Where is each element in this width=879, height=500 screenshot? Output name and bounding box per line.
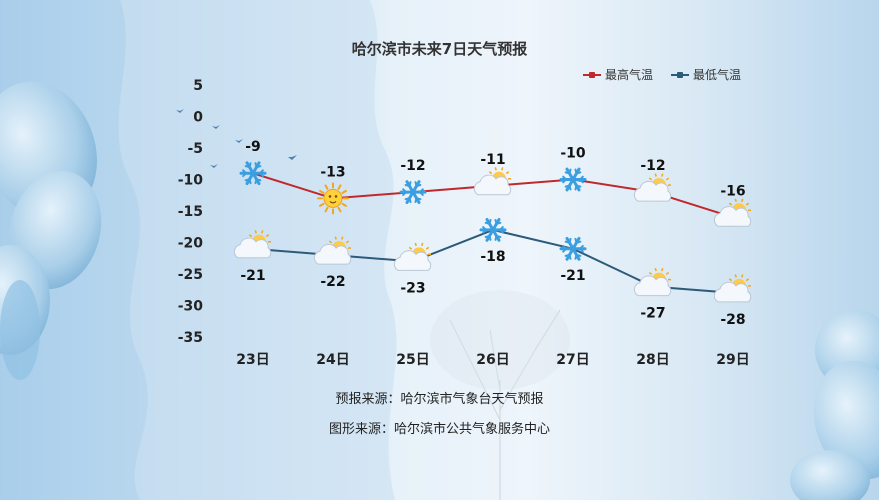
- y-tick-label: -35: [178, 330, 203, 346]
- snow-icon: [239, 161, 267, 186]
- y-tick-label: -30: [178, 299, 204, 315]
- low-temp-label: -27: [640, 306, 665, 322]
- low-temp-label: -21: [240, 268, 265, 284]
- x-tick-label: 24日: [316, 352, 349, 368]
- high-temp-label: -10: [560, 146, 586, 162]
- partly-cloudy-icon: [393, 242, 432, 271]
- legend-high-swatch: [583, 71, 601, 78]
- legend: 最高气温 最低气温: [583, 66, 741, 83]
- low-temp-label: -23: [400, 280, 425, 296]
- tree-silhouette: [430, 290, 570, 500]
- snow-icon: [559, 167, 587, 192]
- legend-high: 最高气温: [583, 66, 653, 83]
- high-temp-label: -12: [400, 158, 425, 174]
- x-tick-label: 26日: [476, 352, 509, 368]
- y-tick-label: 5: [193, 78, 203, 94]
- legend-low-swatch: [671, 71, 690, 78]
- high-temp-label: -12: [640, 158, 665, 174]
- chart-title: 哈尔滨市未来7日天气预报: [351, 40, 528, 58]
- snow-icon: [479, 218, 507, 242]
- sunny-icon: [317, 182, 349, 215]
- high-temp-label: -9: [245, 139, 261, 155]
- y-tick-label: -25: [178, 267, 203, 283]
- partly-cloudy-icon: [233, 230, 272, 259]
- y-tick-label: 0: [193, 110, 203, 126]
- legend-high-label: 最高气温: [605, 68, 654, 82]
- snow-icon: [559, 236, 587, 261]
- ice-flower-right: [790, 310, 879, 500]
- y-tick-label: -20: [178, 236, 204, 252]
- partly-cloudy-icon: [313, 236, 352, 265]
- x-tick-label: 27日: [556, 352, 589, 368]
- snow-icon: [399, 180, 427, 204]
- partly-cloudy-icon: [473, 167, 512, 196]
- forecast-source: 预报来源：哈尔滨市气象台天气预报: [335, 392, 544, 407]
- legend-low-label: 最低气温: [693, 68, 742, 82]
- x-tick-label: 23日: [236, 352, 269, 368]
- x-tick-label: 28日: [636, 352, 669, 368]
- partly-cloudy-icon: [633, 267, 672, 297]
- y-tick-label: -10: [178, 173, 204, 189]
- partly-cloudy-icon: [633, 173, 672, 202]
- high-temp-label: -13: [320, 164, 345, 180]
- high-temp-label: -11: [480, 152, 505, 168]
- y-tick-label: -5: [187, 141, 203, 157]
- high-temp-label: -16: [720, 183, 745, 199]
- graphic-source: 图形来源：哈尔滨市公共气象服务中心: [328, 422, 550, 437]
- bird-flock: [176, 109, 297, 168]
- y-tick-label: -15: [178, 204, 203, 220]
- low-temp-label: -28: [720, 312, 745, 328]
- x-tick-label: 25日: [396, 352, 429, 368]
- low-temp-label: -22: [320, 274, 345, 290]
- partly-cloudy-icon: [713, 198, 752, 227]
- partly-cloudy-icon: [713, 274, 752, 303]
- legend-low: 最低气温: [671, 66, 741, 83]
- ice-flower-left: [0, 81, 102, 380]
- low-temp-label: -21: [560, 268, 585, 284]
- low-temp-label: -18: [480, 249, 505, 265]
- x-tick-label: 29日: [716, 352, 749, 368]
